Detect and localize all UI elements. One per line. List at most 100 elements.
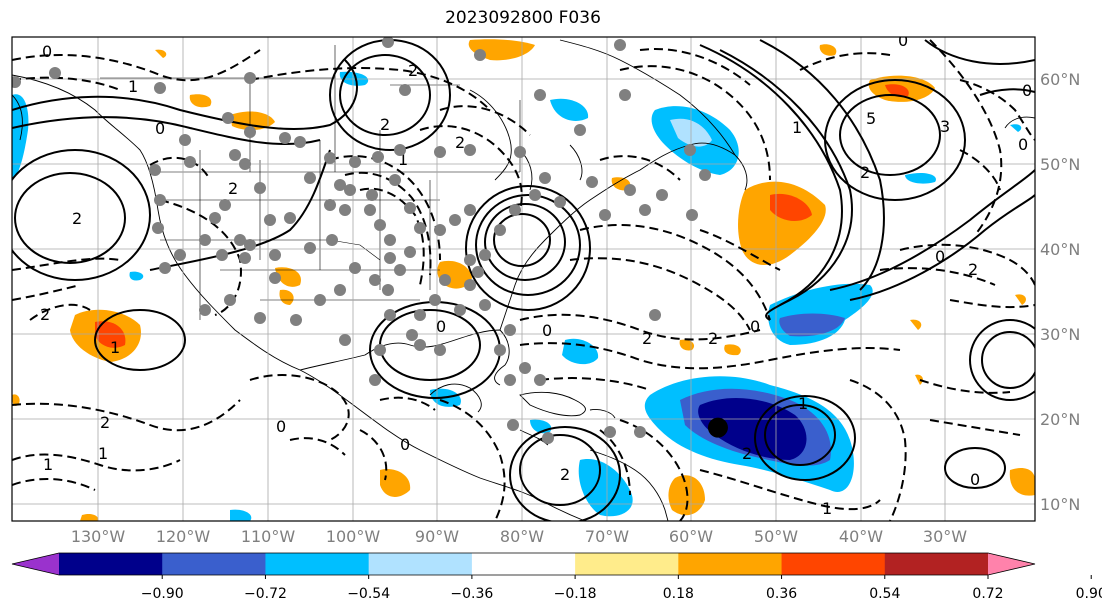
- contour-label: 0: [276, 417, 286, 436]
- contour-label: 0: [935, 247, 945, 266]
- colorbar-tick-label: −0.18: [554, 586, 597, 602]
- gray-station-marker: [514, 146, 526, 158]
- contour-labels: 0 1 2 0 2 2 2 2 1 0 5 3 2 0 1 2 0 0 2 2 …: [40, 37, 1032, 518]
- gray-station-markers: [12, 37, 711, 444]
- colorbar-tick-label: 0.54: [869, 586, 900, 602]
- gray-station-marker: [374, 344, 386, 356]
- gray-station-marker: [479, 299, 491, 311]
- lon-tick-label: 60°W: [669, 527, 713, 546]
- gray-station-marker: [349, 262, 361, 274]
- gray-station-marker: [174, 249, 186, 261]
- gray-station-marker: [372, 151, 384, 163]
- colorbar-bin: [678, 553, 783, 575]
- colorbar-tick-label: −0.72: [244, 586, 287, 602]
- gray-station-marker: [404, 202, 416, 214]
- gray-station-marker: [269, 249, 281, 261]
- contour-label: 2: [560, 465, 570, 484]
- colorbar-bin: [471, 553, 576, 575]
- gray-station-marker: [154, 194, 166, 206]
- contour-label: 1: [98, 444, 108, 463]
- contour-label: 0: [436, 317, 446, 336]
- gray-station-marker: [686, 209, 698, 221]
- contour-label: 2: [228, 179, 238, 198]
- gray-station-marker: [222, 112, 234, 124]
- map-title: 2023092800 F036: [445, 8, 601, 28]
- gray-station-marker: [406, 329, 418, 341]
- borders: [100, 45, 521, 320]
- gray-station-marker: [494, 344, 506, 356]
- gray-station-marker: [264, 214, 276, 226]
- contour-label: 2: [408, 61, 418, 80]
- gray-station-marker: [519, 362, 531, 374]
- gray-station-marker: [244, 239, 256, 251]
- gray-station-marker: [326, 234, 338, 246]
- gray-station-marker: [534, 374, 546, 386]
- contour-label: 2: [708, 329, 718, 348]
- colorbar-tick-label: −0.90: [141, 586, 184, 602]
- contour-label: 1: [798, 394, 808, 413]
- gray-station-marker: [159, 262, 171, 274]
- gray-station-marker: [554, 196, 566, 208]
- lon-tick-label: 80°W: [500, 527, 544, 546]
- gray-station-marker: [414, 309, 426, 321]
- gray-station-marker: [324, 152, 336, 164]
- lat-tick-label: 20°N: [1040, 410, 1080, 429]
- colorbar-tick-label: −0.54: [347, 586, 390, 602]
- contour-label: 5: [866, 109, 876, 128]
- contour-label: 0: [970, 470, 980, 489]
- contour-label: 2: [968, 260, 978, 279]
- gray-station-marker: [369, 374, 381, 386]
- lon-tick-label: 100°W: [326, 527, 381, 546]
- lon-tick-label: 90°W: [415, 527, 459, 546]
- gray-station-marker: [366, 189, 378, 201]
- contour-label: 2: [40, 305, 50, 324]
- contour-label: 0: [750, 317, 760, 336]
- colorbar-tick-label: 0.36: [766, 586, 797, 602]
- colorbar-tick-label: 0.90: [1076, 586, 1102, 602]
- coastlines: [12, 39, 1035, 521]
- gray-station-marker: [284, 212, 296, 224]
- gray-station-marker: [152, 222, 164, 234]
- gray-station-marker: [434, 224, 446, 236]
- solid-contours: [12, 39, 1035, 521]
- gray-station-marker: [334, 179, 346, 191]
- gray-station-marker: [254, 182, 266, 194]
- gray-station-marker: [399, 84, 411, 96]
- contour-label: 2: [642, 329, 652, 348]
- contour-label: 0: [400, 435, 410, 454]
- gray-station-marker: [369, 274, 381, 286]
- lon-tick-label: 120°W: [156, 527, 211, 546]
- gray-station-marker: [464, 254, 476, 266]
- gray-station-marker: [529, 189, 541, 201]
- gray-station-marker: [334, 284, 346, 296]
- gray-station-marker: [634, 426, 646, 438]
- gray-station-marker: [394, 264, 406, 276]
- contour-label: 3: [940, 117, 950, 136]
- contour-label: 1: [128, 77, 138, 96]
- colorbar-bin: [781, 553, 886, 575]
- contour-label: 0: [155, 119, 165, 138]
- gray-station-marker: [429, 294, 441, 306]
- contour-label: 1: [43, 455, 53, 474]
- lat-tick-label: 40°N: [1040, 240, 1080, 259]
- gray-station-marker: [389, 174, 401, 186]
- gray-station-marker: [619, 89, 631, 101]
- gray-station-marker: [239, 252, 251, 264]
- contour-label: 2: [100, 413, 110, 432]
- gray-station-marker: [234, 234, 246, 246]
- gray-station-marker: [229, 149, 241, 161]
- gray-station-marker: [534, 89, 546, 101]
- gray-station-marker: [239, 158, 251, 170]
- contour-label: 2: [860, 163, 870, 182]
- gray-station-marker: [464, 204, 476, 216]
- colorbar-extend-min: [12, 553, 59, 575]
- gray-station-marker: [464, 144, 476, 156]
- contour-label: 1: [822, 499, 832, 518]
- lat-tick-label: 30°N: [1040, 325, 1080, 344]
- gray-station-marker: [179, 134, 191, 146]
- gray-station-marker: [199, 304, 211, 316]
- contour-label: 0: [1022, 81, 1032, 100]
- gray-station-marker: [339, 204, 351, 216]
- gray-station-marker: [504, 324, 516, 336]
- lon-tick-label: 110°W: [241, 527, 296, 546]
